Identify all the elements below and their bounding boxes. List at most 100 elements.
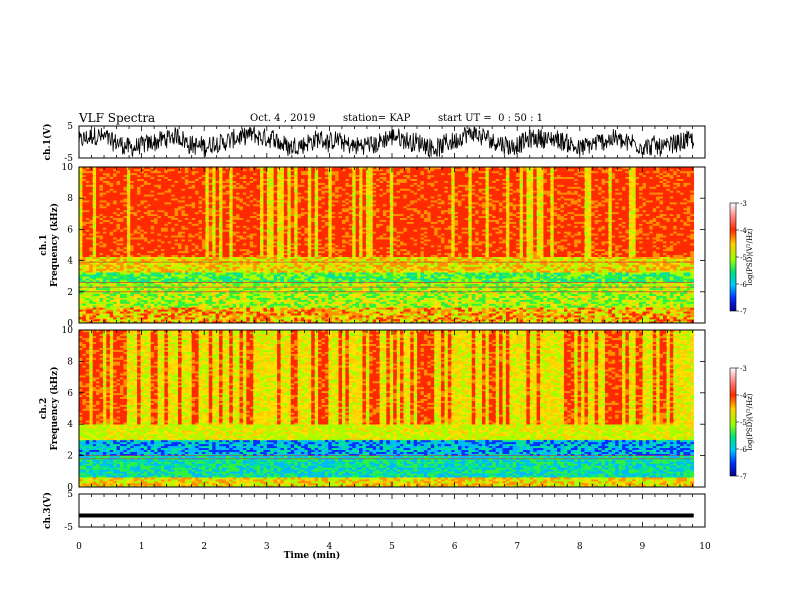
- spectrogram-cell: [236, 220, 240, 222]
- spectrogram-cell: [277, 190, 281, 192]
- spectrogram-cell: [103, 300, 107, 302]
- spectrogram-cell: [134, 196, 138, 198]
- spectrogram-cell: [246, 183, 250, 185]
- spectrogram-cell: [263, 255, 267, 257]
- spectrogram-cell: [284, 317, 288, 319]
- spectrogram-cell: [216, 319, 220, 321]
- spectrogram-cell: [99, 237, 103, 239]
- spectrogram-cell: [79, 177, 83, 179]
- spectrogram-cell: [185, 222, 189, 224]
- spectrogram-cell: [253, 268, 257, 270]
- spectrogram-cell: [281, 294, 285, 296]
- spectrogram-cell: [89, 187, 93, 189]
- spectrogram-cell: [260, 284, 264, 286]
- spectrogram-cell: [274, 188, 278, 190]
- spectrogram-cell: [175, 270, 179, 272]
- spectrogram-cell: [96, 249, 100, 251]
- spectrogram-cell: [243, 237, 247, 239]
- spectrogram-cell: [117, 241, 121, 243]
- spectrogram-cell: [202, 177, 206, 179]
- spectrogram-cell: [222, 315, 226, 317]
- spectrogram-cell: [93, 181, 97, 183]
- spectrogram-cell: [267, 183, 271, 185]
- spectrogram-cell: [140, 222, 144, 224]
- spectrogram-cell: [233, 305, 237, 307]
- spectrogram-cell: [298, 187, 302, 189]
- spectrogram-cell: [134, 315, 138, 317]
- spectrogram-cell: [130, 255, 134, 257]
- spectrogram-cell: [147, 319, 151, 321]
- spectrogram-cell: [117, 237, 121, 239]
- spectrogram-cell: [147, 296, 151, 298]
- spectrogram-cell: [161, 190, 165, 192]
- spectrogram-cell: [298, 284, 302, 286]
- spectrogram-cell: [110, 222, 114, 224]
- spectrogram-cell: [229, 249, 233, 251]
- spectrogram-cell: [250, 169, 254, 171]
- spectrogram-cell: [110, 183, 114, 185]
- spectrogram-cell: [93, 296, 97, 298]
- spectrogram-cell: [287, 241, 291, 243]
- spectrogram-cell: [178, 188, 182, 190]
- spectrogram-cell: [287, 311, 291, 313]
- spectrogram-cell: [250, 187, 254, 189]
- spectrogram-cell: [298, 181, 302, 183]
- spectrogram-cell: [199, 263, 203, 265]
- spectrogram-cell: [281, 171, 285, 173]
- spectrogram-cell: [250, 233, 254, 235]
- spectrogram-cell: [96, 206, 100, 208]
- spectrogram-cell: [151, 241, 155, 243]
- spectrogram-cell: [294, 294, 298, 296]
- spectrogram-cell: [140, 255, 144, 257]
- spectrogram-cell: [158, 304, 162, 306]
- spectrogram-cell: [89, 253, 93, 255]
- spectrogram-cell: [287, 218, 291, 220]
- spectrogram-cell: [246, 268, 250, 270]
- spectrogram-cell: [154, 311, 158, 313]
- spectrogram-cell: [82, 249, 86, 251]
- spectrogram-cell: [270, 311, 274, 313]
- spectrogram-cell: [246, 177, 250, 179]
- spectrogram-cell: [175, 298, 179, 300]
- spectrogram-cell: [267, 200, 271, 202]
- spectrogram-cell: [89, 210, 93, 212]
- spectrogram-cell: [137, 266, 141, 268]
- spectrogram-cell: [151, 187, 155, 189]
- spectrogram-cell: [195, 171, 199, 173]
- spectrogram-cell: [158, 179, 162, 181]
- spectrogram-cell: [209, 200, 213, 202]
- spectrogram-cell: [181, 317, 185, 319]
- spectrogram-cell: [89, 196, 93, 198]
- spectrogram-cell: [137, 206, 141, 208]
- spectrogram-cell: [171, 202, 175, 204]
- spectrogram-cell: [308, 179, 312, 181]
- spectrogram-cell: [277, 313, 281, 315]
- spectrogram-cell: [96, 229, 100, 231]
- spectrogram-cell: [120, 220, 124, 222]
- spectrogram-cell: [246, 317, 250, 319]
- spectrogram-cell: [86, 177, 90, 179]
- spectrogram-cell: [257, 214, 261, 216]
- spectrogram-cell: [175, 265, 179, 267]
- spectrogram-cell: [222, 198, 226, 200]
- spectrogram-cell: [103, 212, 107, 214]
- spectrogram-cell: [304, 263, 308, 265]
- spectrogram-cell: [226, 302, 230, 304]
- spectrogram-cell: [93, 239, 97, 241]
- spectrogram-cell: [277, 266, 281, 268]
- spectrogram-cell: [298, 294, 302, 296]
- spectrogram-cell: [106, 194, 110, 196]
- spectrogram-cell: [96, 177, 100, 179]
- spectrogram-cell: [212, 311, 216, 313]
- spectrogram-cell: [205, 298, 209, 300]
- spectrogram-cell: [240, 173, 244, 175]
- spectrogram-cell: [236, 305, 240, 307]
- spectrogram-cell: [212, 276, 216, 278]
- spectrogram-cell: [86, 218, 90, 220]
- spectrogram-cell: [219, 317, 223, 319]
- spectrogram-cell: [171, 192, 175, 194]
- spectrogram-cell: [270, 241, 274, 243]
- spectrogram-cell: [140, 216, 144, 218]
- spectrogram-cell: [86, 305, 90, 307]
- spectrogram-cell: [175, 307, 179, 309]
